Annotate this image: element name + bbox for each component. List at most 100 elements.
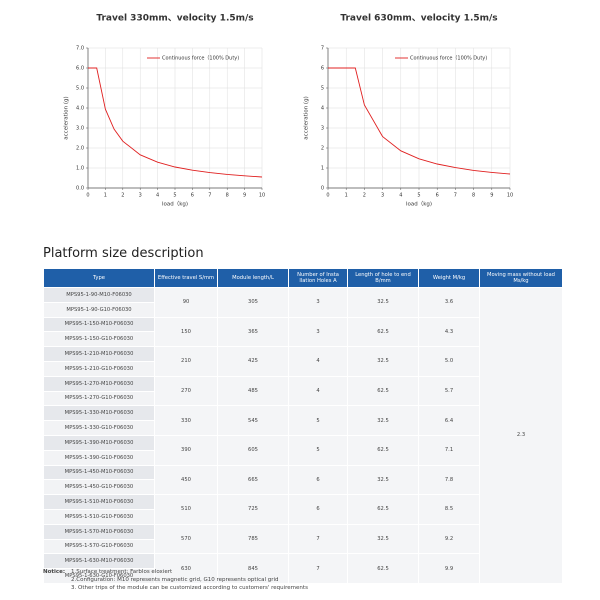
chart: Travel 330mm、velocity 1.5m/s 0.0 1.0 2.0 3.0… [64, 14, 266, 208]
x-tick-label: 8 [472, 193, 475, 199]
table-row: MPS95-1-510-G10-F06030 [43, 508, 563, 525]
table-row: MPS95-1-330-M10-F06030 330 545 5 32.5 6.4 [43, 405, 563, 436]
value-cell: 425 [217, 346, 289, 377]
type-cell: MPS95-1-390-G10-F06030 [43, 449, 155, 466]
table-row: MPS95-1-570-M10-F06030 570 785 7 32.5 9.2 [43, 523, 563, 555]
x-tick-label: 9 [490, 193, 493, 199]
table-row: MPS95-1-630-M10-F06030 630 845 7 62.5 9.9 [43, 553, 563, 584]
chart: Travel 630mm、velocity 1.5m/s 0 1 2 3 4 5 6 7 0 1 2 3… [304, 14, 514, 208]
value-cell: 32.5 [347, 523, 419, 555]
value-cell: 3.6 [418, 287, 480, 318]
table-row: MPS95-1-510-M10-F06030 510 725 6 62.5 8.5 [43, 494, 563, 525]
table-row: MPS95-1-450-G10-F06030 [43, 479, 563, 496]
value-cell: 4 [288, 375, 348, 407]
value-cell: 32.5 [347, 405, 419, 436]
legend-label: Continuous force（100% Duty) [162, 56, 239, 62]
y-tick-label: 2.0 [76, 146, 84, 152]
value-cell: 62.5 [347, 316, 419, 348]
x-tick-label: 3 [139, 193, 142, 199]
x-tick-label: 4 [156, 193, 159, 199]
value-cell: 7 [288, 553, 348, 584]
value-cell: 7.1 [418, 434, 480, 466]
y-axis-label: acceleration (g) [64, 96, 70, 139]
x-tick-label: 8 [226, 193, 229, 199]
value-cell: 8.5 [418, 494, 480, 525]
type-cell: MPS95-1-450-G10-F06030 [43, 479, 155, 496]
type-cell: MPS95-1-570-G10-F06030 [43, 538, 155, 555]
type-cell: MPS95-1-390-M10-F06030 [43, 434, 155, 451]
type-cell: MPS95-1-510-G10-F06030 [43, 508, 155, 525]
y-tick-label: 3 [321, 126, 324, 132]
value-cell: 5 [288, 434, 348, 466]
table-row: MPS95-1-270-M10-F06030 270 485 4 62.5 5.7 [43, 375, 563, 407]
x-tick-label: 9 [243, 193, 246, 199]
value-cell: 510 [154, 494, 218, 525]
value-cell: 7 [288, 523, 348, 555]
type-cell: MPS95-1-270-G10-F06030 [43, 390, 155, 407]
section-title: Platform size description [43, 246, 204, 261]
x-tick-label: 10 [259, 193, 265, 199]
x-tick-label: 1 [104, 193, 107, 199]
x-axis-label: load（kg) [162, 201, 188, 208]
y-tick-label: 2 [321, 146, 324, 152]
value-cell: 210 [154, 346, 218, 377]
charts: Travel 330mm、velocity 1.5m/s 0.0 1.0 2.0 3.0… [0, 0, 600, 215]
type-cell: MPS95-1-210-M10-F06030 [43, 346, 155, 362]
value-cell: 7.8 [418, 464, 480, 496]
data-line [328, 67, 511, 175]
type-cell: MPS95-1-210-G10-F06030 [43, 360, 155, 377]
value-cell: 450 [154, 464, 218, 496]
chart-title: Travel 630mm、velocity 1.5m/s [340, 14, 497, 24]
value-cell: 5.7 [418, 375, 480, 407]
value-cell: 305 [217, 287, 289, 318]
y-tick-label: 6 [321, 66, 324, 72]
type-cell: MPS95-1-150-M10-F06030 [43, 316, 155, 333]
notice-items: 1.Surface treatment: Farblos eloxiert 2.C… [71, 568, 308, 592]
x-tick-label: 1 [345, 193, 348, 199]
y-tick-label: 3.0 [76, 126, 84, 132]
value-cell: 4 [288, 346, 348, 377]
value-cell: 390 [154, 434, 218, 466]
y-tick-label: 0 [321, 186, 324, 192]
value-cell: 365 [217, 316, 289, 348]
value-cell: 6 [288, 494, 348, 525]
x-tick-label: 0 [326, 193, 329, 199]
notice-label: Notice: [43, 569, 66, 575]
header-row: Type Effective travel S/mm Module length/L… [43, 268, 563, 288]
x-tick-label: 5 [417, 193, 420, 199]
type-cell: MPS95-1-270-M10-F06030 [43, 375, 155, 392]
value-cell: 725 [217, 494, 289, 525]
value-cell: 9.9 [418, 553, 480, 584]
y-tick-label: 6.0 [76, 66, 84, 72]
x-tick-label: 6 [436, 193, 439, 199]
type-cell: MPS95-1-630-M10-F06030 [43, 553, 155, 570]
y-tick-label: 4.0 [76, 106, 84, 112]
type-cell: MPS95-1-90-G10-F06030 [43, 301, 155, 318]
value-cell: 545 [217, 405, 289, 436]
x-tick-label: 3 [381, 193, 384, 199]
y-tick-label: 5.0 [76, 86, 84, 92]
x-tick-label: 2 [121, 193, 124, 199]
x-axis-label: load（kg) [406, 201, 432, 208]
table-row: MPS95-1-390-G10-F06030 [43, 449, 563, 466]
y-tick-label: 7 [321, 46, 324, 52]
value-cell: 5 [288, 405, 348, 436]
notice: Notice: 1.Surface treatment: Farblos elo… [43, 568, 308, 592]
header-cell: Moving mass without load Ms/kg [479, 268, 563, 288]
y-axis-label: acceleration (g) [304, 96, 310, 139]
header-cell: Number of Insta llation Holes A [288, 268, 348, 288]
value-cell: 90 [154, 287, 218, 318]
type-cell: MPS95-1-450-M10-F06030 [43, 464, 155, 481]
table-row: MPS95-1-390-M10-F06030 390 605 5 62.5 7.1 [43, 434, 563, 466]
header-cell: Module length/L [217, 268, 289, 288]
value-cell: 270 [154, 375, 218, 407]
type-cell: MPS95-1-330-G10-F06030 [43, 420, 155, 436]
x-tick-label: 4 [399, 193, 402, 199]
x-tick-label: 6 [191, 193, 194, 199]
value-cell: 3 [288, 316, 348, 348]
type-cell: MPS95-1-630-G10-F06030 [43, 568, 155, 584]
header-cell: Weight M/kg [418, 268, 480, 288]
y-tick-label: 1 [321, 166, 324, 172]
type-cell: MPS95-1-90-M10-F06030 [43, 287, 155, 303]
